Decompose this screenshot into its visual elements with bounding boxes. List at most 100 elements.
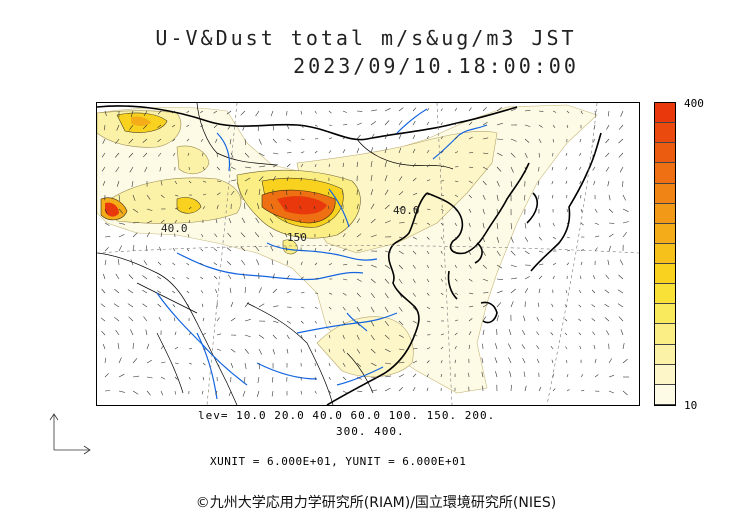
- wind-arrow: [605, 166, 610, 172]
- wind-arrow: [384, 147, 388, 154]
- wind-arrow: [482, 166, 488, 170]
- wind-arrow: [536, 345, 540, 350]
- wind-arrow: [412, 222, 418, 225]
- wind-arrow: [538, 138, 542, 143]
- wind-arrow: [440, 150, 444, 154]
- wind-arrow: [200, 138, 204, 142]
- wind-arrow: [104, 390, 111, 392]
- wind-arrow: [258, 176, 264, 182]
- wind-arrow: [356, 264, 363, 266]
- wind-arrow: [160, 361, 166, 364]
- wind-arrow: [398, 386, 404, 392]
- wind-arrow: [272, 305, 279, 308]
- wind-arrow: [160, 345, 165, 350]
- wind-arrow: [454, 292, 459, 295]
- wind-arrow: [440, 292, 444, 296]
- wind-arrow: [510, 108, 517, 112]
- wind-arrow: [538, 124, 543, 128]
- wind-arrow: [579, 180, 582, 185]
- wind-arrow: [216, 348, 222, 351]
- wind-arrow: [172, 152, 176, 157]
- wind-arrow: [524, 288, 529, 294]
- wind-arrow: [468, 136, 473, 140]
- wind-arrow: [536, 331, 540, 336]
- wind-arrow: [370, 292, 375, 298]
- wind-arrow: [132, 222, 140, 224]
- wind-arrow: [244, 138, 246, 146]
- wind-arrow: [186, 124, 190, 127]
- wind-arrow: [186, 110, 190, 113]
- wind-arrow: [481, 357, 484, 364]
- wind-arrow: [370, 189, 374, 196]
- wind-arrow: [566, 389, 570, 392]
- wind-arrow: [188, 206, 192, 210]
- wind-arrow: [604, 303, 610, 308]
- wind-arrow: [172, 290, 176, 294]
- wind-arrow: [482, 208, 485, 215]
- wind-arrow: [286, 290, 292, 294]
- color-scale-band: [655, 203, 675, 224]
- wind-arrow: [118, 194, 121, 202]
- wind-arrow: [186, 138, 190, 142]
- wind-arrow: [510, 152, 516, 158]
- wind-arrow: [440, 264, 443, 268]
- wind-arrow: [143, 260, 148, 266]
- wind-arrow: [186, 290, 190, 294]
- wind-arrow: [286, 124, 290, 130]
- wind-arrow: [384, 278, 390, 284]
- wind-arrow: [216, 362, 220, 367]
- wind-arrow: [426, 208, 431, 211]
- wind-arrow: [550, 346, 554, 350]
- wind-arrow: [240, 246, 246, 252]
- wind-arrow: [619, 166, 624, 173]
- wind-arrow: [356, 161, 358, 168]
- color-scale-band: [655, 243, 675, 264]
- wind-arrow: [398, 374, 404, 378]
- wind-arrow: [300, 191, 302, 196]
- wind-arrow: [328, 124, 333, 126]
- wind-arrow: [115, 166, 120, 173]
- wind-arrow: [356, 306, 361, 312]
- wind-arrow: [454, 319, 459, 322]
- wind-arrow: [229, 287, 232, 294]
- wind-arrow: [187, 234, 190, 238]
- wind-arrow: [618, 316, 624, 322]
- wind-arrow: [482, 194, 486, 200]
- wind-arrow: [440, 165, 444, 168]
- wind-arrow: [384, 320, 389, 327]
- wind-arrow: [510, 236, 514, 243]
- wind-arrow: [454, 222, 457, 226]
- wind-arrow: [580, 389, 585, 392]
- wind-arrow: [146, 390, 151, 396]
- wind-arrow: [468, 250, 471, 255]
- wind-arrow: [550, 318, 554, 322]
- wind-arrow: [286, 138, 292, 142]
- wind-arrow: [496, 236, 500, 243]
- color-scale-band: [655, 103, 675, 124]
- wind-arrow: [536, 316, 540, 322]
- wind-arrow: [160, 232, 163, 238]
- wind-arrow: [482, 236, 485, 243]
- wind-arrow: [257, 124, 260, 132]
- wind-arrow: [186, 248, 190, 252]
- wind-arrow: [272, 138, 277, 144]
- wind-arrow: [272, 273, 275, 280]
- wind-arrow: [132, 375, 140, 378]
- wind-arrow: [157, 124, 162, 129]
- wind-arrow: [551, 180, 554, 185]
- wind-arrow: [384, 306, 389, 313]
- wind-arrow: [398, 320, 404, 326]
- wind-arrow: [384, 120, 390, 126]
- wind-arrow: [398, 147, 402, 154]
- color-scale-band: [655, 264, 675, 285]
- wind-arrow: [454, 208, 458, 212]
- wind-arrow: [356, 320, 360, 326]
- wind-arrow: [370, 147, 374, 154]
- wind-arrow: [552, 138, 554, 143]
- wind-arrow: [142, 138, 148, 143]
- wind-arrow: [412, 148, 416, 154]
- wind-arrow: [258, 188, 261, 196]
- wind-arrow: [370, 376, 378, 379]
- wind-arrow: [356, 334, 360, 340]
- wind-arrow: [412, 278, 416, 283]
